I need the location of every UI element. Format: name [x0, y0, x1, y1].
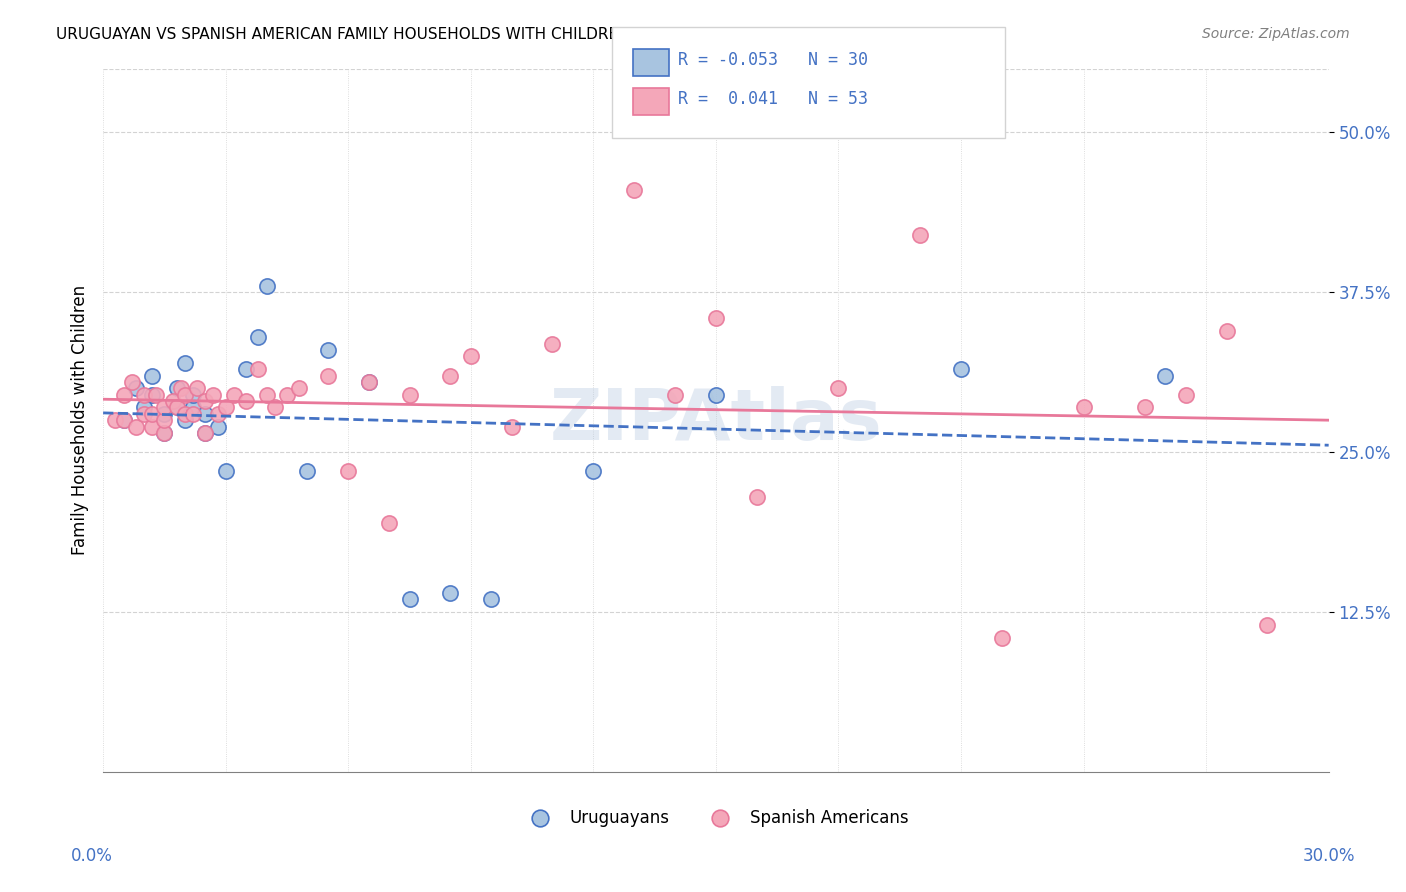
Point	[263, 401, 285, 415]
Point	[1073, 401, 1095, 415]
Point	[398, 387, 420, 401]
Point	[181, 401, 204, 415]
Point	[173, 356, 195, 370]
Point	[125, 419, 148, 434]
Point	[991, 631, 1014, 645]
Point	[247, 330, 270, 344]
Point	[162, 394, 184, 409]
Point	[173, 413, 195, 427]
Point	[170, 381, 193, 395]
Point	[173, 407, 195, 421]
Point	[181, 407, 204, 421]
Point	[398, 592, 420, 607]
Point	[194, 407, 217, 421]
Text: 0.0%: 0.0%	[70, 847, 112, 864]
Point	[704, 310, 727, 325]
Text: URUGUAYAN VS SPANISH AMERICAN FAMILY HOUSEHOLDS WITH CHILDREN CORRELATION CHART: URUGUAYAN VS SPANISH AMERICAN FAMILY HOU…	[56, 27, 800, 42]
Point	[141, 387, 163, 401]
Point	[215, 465, 238, 479]
Point	[166, 401, 188, 415]
Point	[112, 413, 135, 427]
Point	[207, 407, 229, 421]
Point	[141, 368, 163, 383]
Point	[357, 375, 380, 389]
Point	[949, 362, 972, 376]
Legend: Uruguayans, Spanish Americans: Uruguayans, Spanish Americans	[516, 803, 915, 834]
Point	[1154, 368, 1177, 383]
Point	[112, 413, 135, 427]
Point	[153, 426, 176, 441]
Point	[153, 413, 176, 427]
Point	[439, 368, 461, 383]
Point	[316, 368, 339, 383]
Point	[222, 387, 245, 401]
Point	[1133, 401, 1156, 415]
Point	[132, 387, 155, 401]
Point	[235, 394, 257, 409]
Point	[141, 407, 163, 421]
Text: R = -0.053   N = 30: R = -0.053 N = 30	[678, 51, 868, 69]
Point	[153, 407, 176, 421]
Point	[104, 413, 127, 427]
Point	[132, 401, 155, 415]
Point	[439, 586, 461, 600]
Point	[827, 381, 849, 395]
Point	[745, 490, 768, 504]
Y-axis label: Family Households with Children: Family Households with Children	[72, 285, 89, 556]
Point	[501, 419, 523, 434]
Point	[256, 387, 278, 401]
Point	[186, 381, 208, 395]
Point	[316, 343, 339, 357]
Point	[141, 419, 163, 434]
Point	[1256, 618, 1278, 632]
Point	[582, 465, 605, 479]
Point	[166, 401, 188, 415]
Point	[256, 279, 278, 293]
Point	[132, 407, 155, 421]
Point	[181, 387, 204, 401]
Text: 30.0%: 30.0%	[1302, 847, 1355, 864]
Point	[623, 183, 645, 197]
Point	[276, 387, 298, 401]
Point	[202, 387, 225, 401]
Point	[194, 394, 217, 409]
Point	[288, 381, 311, 395]
Point	[207, 419, 229, 434]
Point	[908, 227, 931, 242]
Point	[479, 592, 502, 607]
Point	[1215, 324, 1237, 338]
Point	[357, 375, 380, 389]
Point	[153, 401, 176, 415]
Point	[460, 349, 482, 363]
Point	[125, 381, 148, 395]
Text: Source: ZipAtlas.com: Source: ZipAtlas.com	[1202, 27, 1350, 41]
Point	[664, 387, 686, 401]
Point	[337, 465, 360, 479]
Point	[215, 401, 238, 415]
Point	[378, 516, 401, 530]
Point	[541, 336, 564, 351]
Text: R =  0.041   N = 53: R = 0.041 N = 53	[678, 90, 868, 108]
Point	[235, 362, 257, 376]
Point	[194, 426, 217, 441]
Point	[121, 375, 143, 389]
Text: ZIPAtlas: ZIPAtlas	[550, 385, 882, 455]
Point	[166, 381, 188, 395]
Point	[194, 426, 217, 441]
Point	[112, 387, 135, 401]
Point	[247, 362, 270, 376]
Point	[704, 387, 727, 401]
Point	[173, 387, 195, 401]
Point	[153, 426, 176, 441]
Point	[145, 387, 167, 401]
Point	[297, 465, 319, 479]
Point	[1174, 387, 1197, 401]
